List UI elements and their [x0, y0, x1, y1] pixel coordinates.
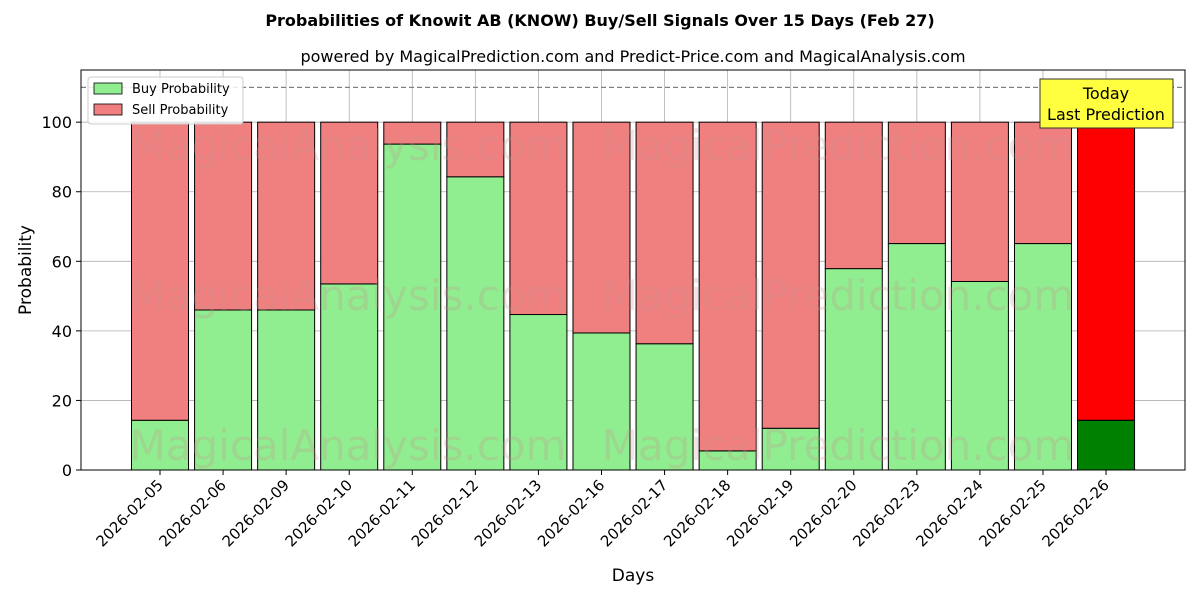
watermark-analysis-1: MagicalAnalysis.com [130, 271, 567, 320]
bar-buy-2026-02-10 [320, 283, 379, 471]
chart-title: Probabilities of Knowit AB (KNOW) Buy/Se… [265, 11, 934, 30]
y-tick-label-2: 40 [52, 322, 72, 341]
annotation-line-last-prediction: Last Prediction [1047, 105, 1165, 124]
bar-buy-2026-02-09 [257, 309, 316, 471]
annotation-box [1039, 78, 1174, 129]
bar-sell-2026-02-10 [320, 121, 379, 285]
y-axis-label: Probability [16, 225, 36, 315]
y-tick-label-4: 80 [52, 183, 72, 202]
watermark-layer: MagicalAnalysis.com MagicalPrediction.com… [130, 121, 1075, 470]
bar-buy-2026-02-23 [887, 243, 946, 471]
y-tick-label-0: 0 [62, 461, 72, 480]
legend-label-buy: Buy Probability [132, 82, 230, 97]
legend-box [87, 76, 244, 125]
y-axis: 0 20 40 60 80 100 [41, 113, 81, 480]
bar-buy-2026-02-17 [635, 343, 694, 471]
bar-sell-2026-02-25 [1013, 121, 1072, 245]
y-tick-label-1: 20 [52, 391, 72, 410]
bar-sell-2026-02-12 [446, 121, 505, 178]
bar-sell-2026-02-11 [383, 121, 442, 145]
bar-sell-2026-02-13 [509, 121, 568, 316]
bar-buy-2026-02-24 [950, 280, 1009, 471]
annotation-line-today: Today [1082, 84, 1129, 103]
bar-sell-2026-02-20 [824, 121, 883, 270]
watermark-analysis-0: MagicalAnalysis.com [130, 121, 567, 170]
bar-sell-2026-02-17 [635, 121, 694, 345]
today-annotation: Today Last Prediction [1039, 78, 1174, 129]
bar-sell-2026-02-06 [194, 121, 253, 311]
bar-buy-2026-02-16 [572, 332, 631, 471]
bar-sell-2026-02-05 [131, 121, 189, 421]
chart-subtitle: powered by MagicalPrediction.com and Pre… [300, 47, 965, 66]
watermark-analysis-2: MagicalAnalysis.com [130, 421, 567, 470]
legend-swatch-buy [93, 82, 123, 95]
bar-sell-2026-02-18 [698, 121, 757, 452]
legend-label-sell: Sell Probability [132, 103, 229, 118]
bar-sell-2026-02-24 [950, 121, 1009, 282]
bar-buy-2026-02-26 [1077, 419, 1136, 471]
bar-buy-2026-02-12 [446, 176, 505, 471]
legend-swatch-sell [93, 103, 123, 116]
bar-buy-2026-02-11 [383, 143, 442, 471]
bar-sell-2026-02-19 [761, 121, 820, 429]
bar-sell-2026-02-23 [887, 121, 946, 245]
plot-frame [80, 69, 1186, 471]
bar-sell-2026-02-09 [257, 121, 316, 311]
bar-buy-2026-02-13 [509, 314, 568, 471]
watermark-prediction-1: MagicalPrediction.com [602, 271, 1075, 320]
y-tick-label-5: 100 [41, 113, 72, 132]
watermark-prediction-0: MagicalPrediction.com [602, 121, 1075, 170]
bar-sell-2026-02-26 [1077, 121, 1136, 421]
bar-buy-2026-02-19 [761, 427, 820, 471]
bars-layer [131, 121, 1136, 471]
watermark-prediction-2: MagicalPrediction.com [602, 421, 1075, 470]
bar-buy-2026-02-20 [824, 268, 883, 471]
x-axis-label: Days [612, 566, 655, 586]
legend: Buy Probability Sell Probability [87, 76, 244, 125]
bar-sell-2026-02-16 [572, 121, 631, 334]
y-tick-label-3: 60 [52, 252, 72, 271]
